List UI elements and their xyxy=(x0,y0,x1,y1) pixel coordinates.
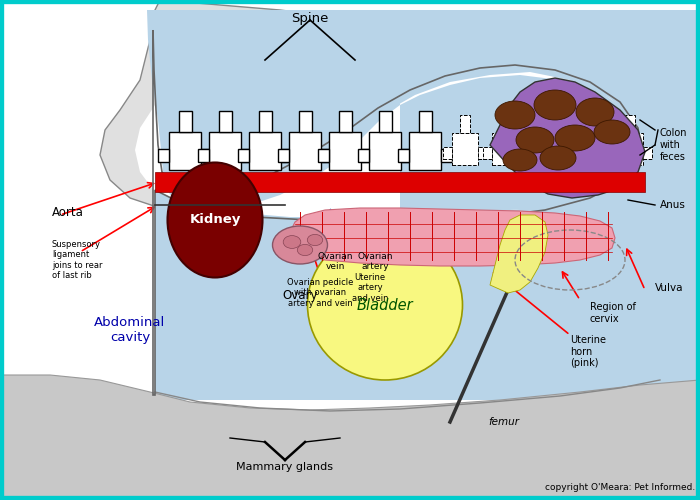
Bar xyxy=(535,116,545,133)
Bar xyxy=(548,148,557,158)
Bar xyxy=(483,148,492,158)
Text: Ovarian
artery: Ovarian artery xyxy=(357,252,393,272)
Polygon shape xyxy=(0,375,700,500)
Text: Uterine
artery
and vein: Uterine artery and vein xyxy=(351,273,388,303)
Text: Uterine
horn
(pink): Uterine horn (pink) xyxy=(570,335,606,368)
Bar xyxy=(617,133,643,165)
Bar xyxy=(643,148,652,158)
Text: Mammary glands: Mammary glands xyxy=(237,462,333,472)
Bar xyxy=(565,116,575,133)
Text: femur: femur xyxy=(488,417,519,427)
Text: Spine: Spine xyxy=(291,12,329,25)
Text: Ovarian
vein: Ovarian vein xyxy=(317,252,353,272)
Bar xyxy=(401,149,412,162)
Bar xyxy=(179,111,192,132)
Polygon shape xyxy=(155,10,700,400)
Ellipse shape xyxy=(555,125,595,151)
Bar xyxy=(369,132,401,170)
Ellipse shape xyxy=(272,226,328,264)
Bar xyxy=(398,149,409,162)
Bar xyxy=(238,149,249,162)
Polygon shape xyxy=(135,10,655,217)
Polygon shape xyxy=(285,208,615,266)
Bar xyxy=(318,149,329,162)
Polygon shape xyxy=(490,215,548,293)
Bar xyxy=(613,148,622,158)
Bar xyxy=(209,132,241,170)
Ellipse shape xyxy=(307,230,463,380)
Polygon shape xyxy=(147,10,655,395)
Text: Abdominal
cavity: Abdominal cavity xyxy=(94,316,166,344)
Bar xyxy=(553,148,562,158)
Bar xyxy=(527,133,553,165)
Bar xyxy=(259,111,272,132)
Ellipse shape xyxy=(516,127,554,153)
Bar xyxy=(452,133,478,165)
Bar xyxy=(500,116,510,133)
Bar xyxy=(198,149,209,162)
Bar xyxy=(583,148,592,158)
Bar xyxy=(158,149,169,162)
Bar xyxy=(219,111,232,132)
Bar xyxy=(361,149,372,162)
Text: Ovary: Ovary xyxy=(282,288,318,302)
Bar xyxy=(379,111,392,132)
Text: Kidney: Kidney xyxy=(189,214,241,226)
Bar xyxy=(625,116,636,133)
Bar xyxy=(289,132,321,170)
Text: Anus: Anus xyxy=(660,200,686,210)
Bar xyxy=(587,133,613,165)
Bar xyxy=(339,111,352,132)
Polygon shape xyxy=(490,78,645,198)
Bar xyxy=(409,132,441,170)
Ellipse shape xyxy=(495,101,535,129)
Polygon shape xyxy=(100,0,680,218)
Bar xyxy=(441,149,452,162)
Bar xyxy=(155,172,645,192)
Ellipse shape xyxy=(576,98,614,126)
Bar xyxy=(419,111,432,132)
Ellipse shape xyxy=(284,236,301,248)
Bar xyxy=(492,133,518,165)
Text: Aorta: Aorta xyxy=(52,206,84,220)
Bar xyxy=(478,148,487,158)
Ellipse shape xyxy=(307,234,323,246)
Text: copyright O'Meara: Pet Informed.: copyright O'Meara: Pet Informed. xyxy=(545,483,695,492)
Bar xyxy=(608,148,617,158)
Ellipse shape xyxy=(540,146,576,170)
Bar xyxy=(201,149,212,162)
Bar xyxy=(358,149,369,162)
Bar xyxy=(578,148,587,158)
Ellipse shape xyxy=(503,149,537,171)
Bar xyxy=(241,149,252,162)
Text: Colon
with
feces: Colon with feces xyxy=(660,128,687,162)
Text: Suspensory
ligament
joins to rear
of last rib: Suspensory ligament joins to rear of las… xyxy=(52,240,102,280)
Bar xyxy=(249,132,281,170)
Ellipse shape xyxy=(167,162,262,278)
Ellipse shape xyxy=(594,120,630,144)
Bar xyxy=(443,148,452,158)
Bar xyxy=(329,132,361,170)
Bar xyxy=(518,148,527,158)
Bar xyxy=(518,148,527,158)
Bar xyxy=(557,133,583,165)
Text: Region of
cervix: Region of cervix xyxy=(590,302,636,324)
Ellipse shape xyxy=(534,90,576,120)
Bar xyxy=(299,111,312,132)
Bar xyxy=(281,149,292,162)
Bar xyxy=(460,116,470,133)
Bar xyxy=(595,116,606,133)
Text: Bladder: Bladder xyxy=(357,298,413,312)
Text: Ovarian pedicle
with ovarian
artery and vein: Ovarian pedicle with ovarian artery and … xyxy=(287,278,354,308)
Bar xyxy=(169,132,201,170)
Text: Vulva: Vulva xyxy=(655,283,683,293)
Bar xyxy=(278,149,289,162)
Ellipse shape xyxy=(298,244,313,256)
Bar xyxy=(321,149,332,162)
